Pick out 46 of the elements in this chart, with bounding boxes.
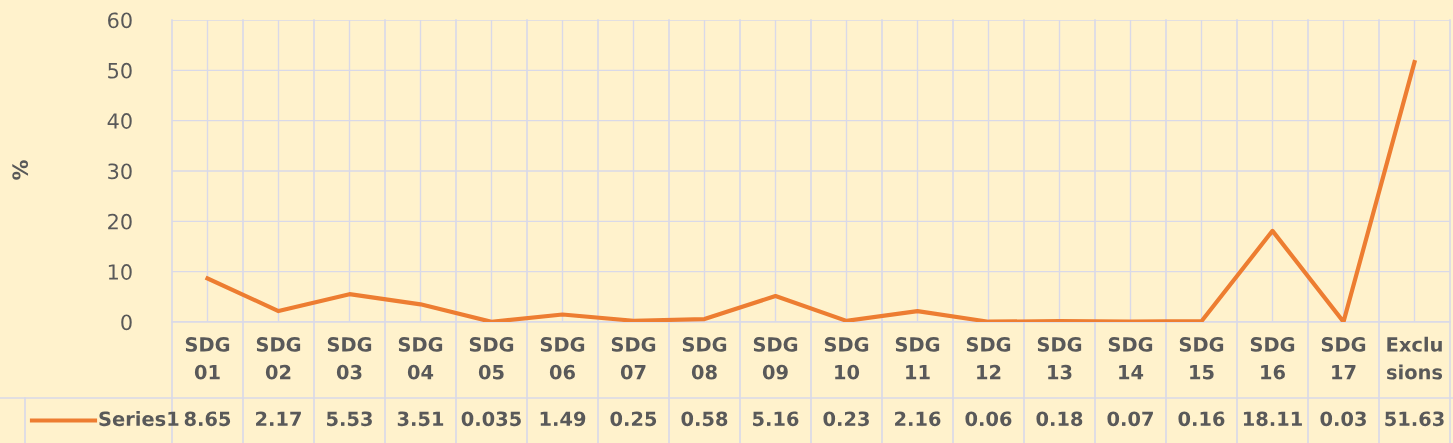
y-tick-label: 60 bbox=[108, 12, 132, 29]
x-tick-label: SDG 14 bbox=[1108, 337, 1153, 380]
data-label: 1.49 bbox=[540, 411, 586, 427]
x-tick-label: SDG 01 bbox=[185, 337, 230, 380]
line-series bbox=[205, 60, 1417, 322]
data-label: 0.07 bbox=[1107, 411, 1153, 427]
data-label: 5.53 bbox=[327, 411, 372, 427]
x-tick-label: SDG 17 bbox=[1321, 337, 1366, 380]
data-label: 0.035 bbox=[461, 411, 521, 427]
data-label: 0.23 bbox=[823, 411, 869, 427]
y-tick-label: 50 bbox=[108, 62, 132, 79]
data-label: 8.65 bbox=[184, 411, 231, 427]
x-tick-label: SDG 13 bbox=[1037, 337, 1082, 380]
x-tick-label: SDG 04 bbox=[398, 337, 443, 380]
x-tick-label: SDG 05 bbox=[469, 337, 514, 380]
x-tick-label: SDG 08 bbox=[682, 337, 727, 380]
data-label: 0.03 bbox=[1320, 411, 1366, 427]
data-label: 3.51 bbox=[397, 411, 444, 427]
data-label: 0.18 bbox=[1036, 411, 1083, 427]
data-label: 51.63 bbox=[1385, 411, 1444, 427]
y-axis-title: % bbox=[12, 160, 29, 180]
data-label: 0.16 bbox=[1178, 411, 1225, 427]
x-tick-label: Exclusions bbox=[1387, 336, 1443, 380]
y-tick-label: 30 bbox=[108, 163, 132, 180]
data-label: 2.16 bbox=[895, 411, 941, 427]
x-tick-label: SDG 02 bbox=[256, 337, 301, 380]
data-label: 0.25 bbox=[610, 411, 657, 427]
data-label: 5.16 bbox=[753, 411, 799, 427]
data-label: 18.11 bbox=[1243, 411, 1302, 427]
x-tick-label: SDG 06 bbox=[540, 337, 585, 380]
legend-label: Series1 bbox=[99, 411, 179, 427]
x-tick-label: SDG 07 bbox=[611, 337, 656, 380]
y-tick-label: 40 bbox=[107, 113, 132, 129]
x-tick-label: SDG 10 bbox=[824, 337, 869, 380]
y-tick-label: 10 bbox=[108, 264, 132, 280]
data-label: 0.58 bbox=[681, 411, 728, 427]
x-tick-label: SDG 16 bbox=[1250, 337, 1295, 380]
x-tick-label: SDG 12 bbox=[966, 337, 1011, 380]
x-tick-label: SDG 15 bbox=[1179, 337, 1224, 380]
data-label: 0.06 bbox=[965, 411, 1012, 427]
y-tick-label: 20 bbox=[108, 213, 132, 230]
y-tick-label: 0 bbox=[121, 314, 132, 331]
x-tick-label: SDG 03 bbox=[327, 337, 372, 380]
data-label: 2.17 bbox=[256, 411, 301, 426]
x-tick-label: SDG 11 bbox=[895, 337, 940, 380]
x-tick-label: SDG 09 bbox=[753, 337, 798, 380]
